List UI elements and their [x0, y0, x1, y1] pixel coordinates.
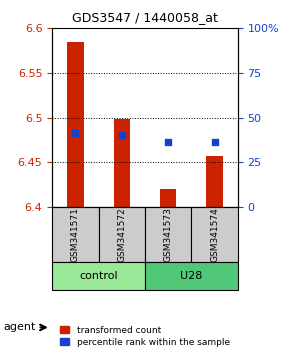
Bar	[114, 119, 130, 207]
Legend: transformed count, percentile rank within the sample: transformed count, percentile rank withi…	[58, 323, 232, 349]
FancyBboxPatch shape	[191, 207, 238, 263]
Bar	[67, 42, 84, 207]
Bar	[160, 189, 176, 207]
FancyBboxPatch shape	[52, 207, 99, 263]
Text: GSM341572: GSM341572	[117, 207, 126, 262]
FancyBboxPatch shape	[145, 263, 238, 290]
FancyBboxPatch shape	[99, 207, 145, 263]
FancyBboxPatch shape	[145, 207, 191, 263]
Text: GSM341574: GSM341574	[210, 207, 219, 262]
Text: GSM341571: GSM341571	[71, 207, 80, 262]
Text: GSM341573: GSM341573	[164, 207, 173, 262]
Text: GDS3547 / 1440058_at: GDS3547 / 1440058_at	[72, 11, 218, 24]
FancyBboxPatch shape	[52, 263, 145, 290]
Text: U28: U28	[180, 272, 203, 281]
Text: control: control	[79, 272, 118, 281]
Bar	[206, 156, 223, 207]
Text: agent: agent	[3, 322, 35, 332]
